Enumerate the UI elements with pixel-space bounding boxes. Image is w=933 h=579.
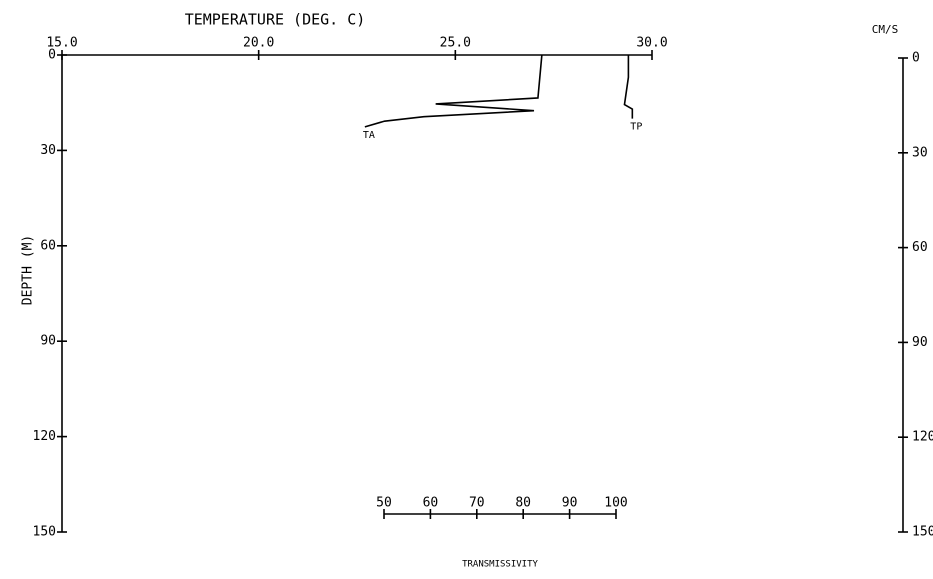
t-tick-label: 90	[562, 496, 578, 511]
y-tick-label: 60	[40, 238, 56, 253]
x-tick-label: 30.0	[636, 36, 667, 51]
y2-axis-label: CM/S	[872, 23, 899, 36]
x-tick-label: 15.0	[46, 36, 77, 51]
t-tick-label: 100	[604, 496, 627, 511]
t-axis-label: TRANSMISSIVITY	[462, 560, 538, 570]
y-tick-label: 30	[40, 143, 56, 158]
series-label: TP	[630, 122, 642, 133]
chart-title: TEMPERATURE (DEG. C)	[185, 11, 366, 29]
series-line	[364, 54, 543, 128]
series-line	[623, 55, 634, 119]
y2-tick-label: 0	[912, 51, 920, 66]
series-label: TA	[363, 130, 375, 141]
y-tick-label: 0	[48, 48, 56, 63]
y2-tick-label: 60	[912, 240, 928, 255]
t-tick-label: 70	[469, 496, 485, 511]
t-tick-label: 80	[515, 496, 531, 511]
y2-tick-label: 90	[912, 335, 928, 350]
t-tick-label: 60	[423, 496, 439, 511]
y2-tick-label: 120	[912, 430, 933, 445]
y2-tick-label: 30	[912, 145, 928, 160]
y-tick-label: 120	[33, 429, 56, 444]
x-tick-label: 25.0	[440, 36, 471, 51]
y2-tick-label: 150	[912, 525, 933, 540]
t-tick-label: 50	[376, 496, 392, 511]
x-tick-label: 20.0	[243, 36, 274, 51]
y-tick-label: 150	[33, 525, 56, 540]
y-axis-label: DEPTH (M)	[21, 235, 36, 305]
y-tick-label: 90	[40, 334, 56, 349]
